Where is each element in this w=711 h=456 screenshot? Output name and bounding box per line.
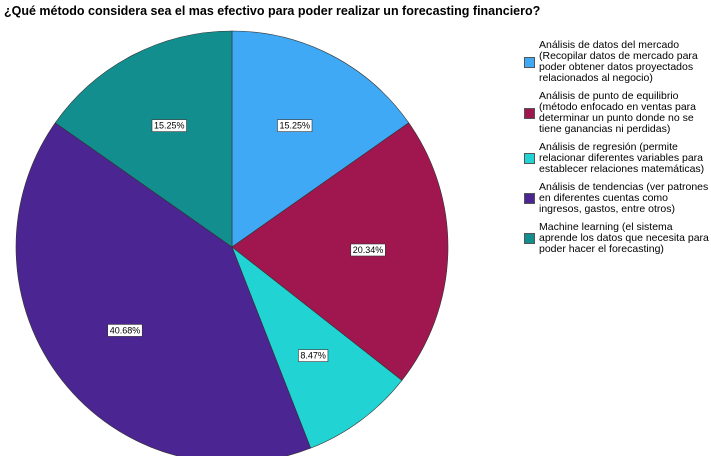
- pie-slice: [54, 30, 233, 248]
- legend-item: Análisis de regresión (permite relaciona…: [524, 142, 711, 175]
- data-label: 40.68%: [110, 325, 141, 335]
- data-label-box: [151, 119, 187, 132]
- legend-label: Análisis de punto de equilibrio (método …: [539, 90, 697, 135]
- legend-swatch: [524, 107, 535, 119]
- legend-swatch: [524, 193, 535, 204]
- legend-swatch: [524, 56, 535, 68]
- data-label-box: [277, 119, 313, 132]
- legend-label: Machine learning (el sistema aprende los…: [539, 221, 709, 255]
- legend-item: Análisis de tendencias (ver patrones en …: [524, 182, 711, 215]
- data-label-box: [298, 349, 329, 362]
- data-label: 15.25%: [154, 121, 185, 131]
- legend-item: Machine learning (el sistema aprende los…: [524, 222, 711, 255]
- data-label: 15.25%: [279, 121, 310, 131]
- legend-item: Análisis de punto de equilibrio (método …: [524, 91, 711, 135]
- pie-slice: [231, 246, 403, 449]
- legend-swatch: [524, 233, 535, 244]
- legend-item: Análisis de datos del mercado (Recopilar…: [524, 40, 711, 84]
- legend-label: Análisis de tendencias (ver patrones en …: [539, 181, 709, 215]
- legend-swatch: [524, 153, 535, 164]
- data-label-box: [350, 243, 386, 257]
- legend: Análisis de datos del mercado (Recopilar…: [524, 40, 711, 255]
- legend-label: Análisis de datos del mercado (Recopilar…: [539, 39, 698, 84]
- pie-slice: [231, 122, 449, 381]
- pie-slice: [231, 30, 410, 248]
- data-label: 20.34%: [353, 245, 384, 255]
- pie: 15.25% 20.34% 8.47% 40.68% 15.25%: [15, 30, 449, 456]
- data-label: 8.47%: [300, 351, 326, 361]
- pie-slice: [15, 122, 312, 456]
- chart-title: ¿Qué método considera sea el mas efectiv…: [4, 4, 541, 18]
- data-label-box: [107, 324, 143, 337]
- legend-label: Análisis de regresión (permite relaciona…: [539, 141, 705, 175]
